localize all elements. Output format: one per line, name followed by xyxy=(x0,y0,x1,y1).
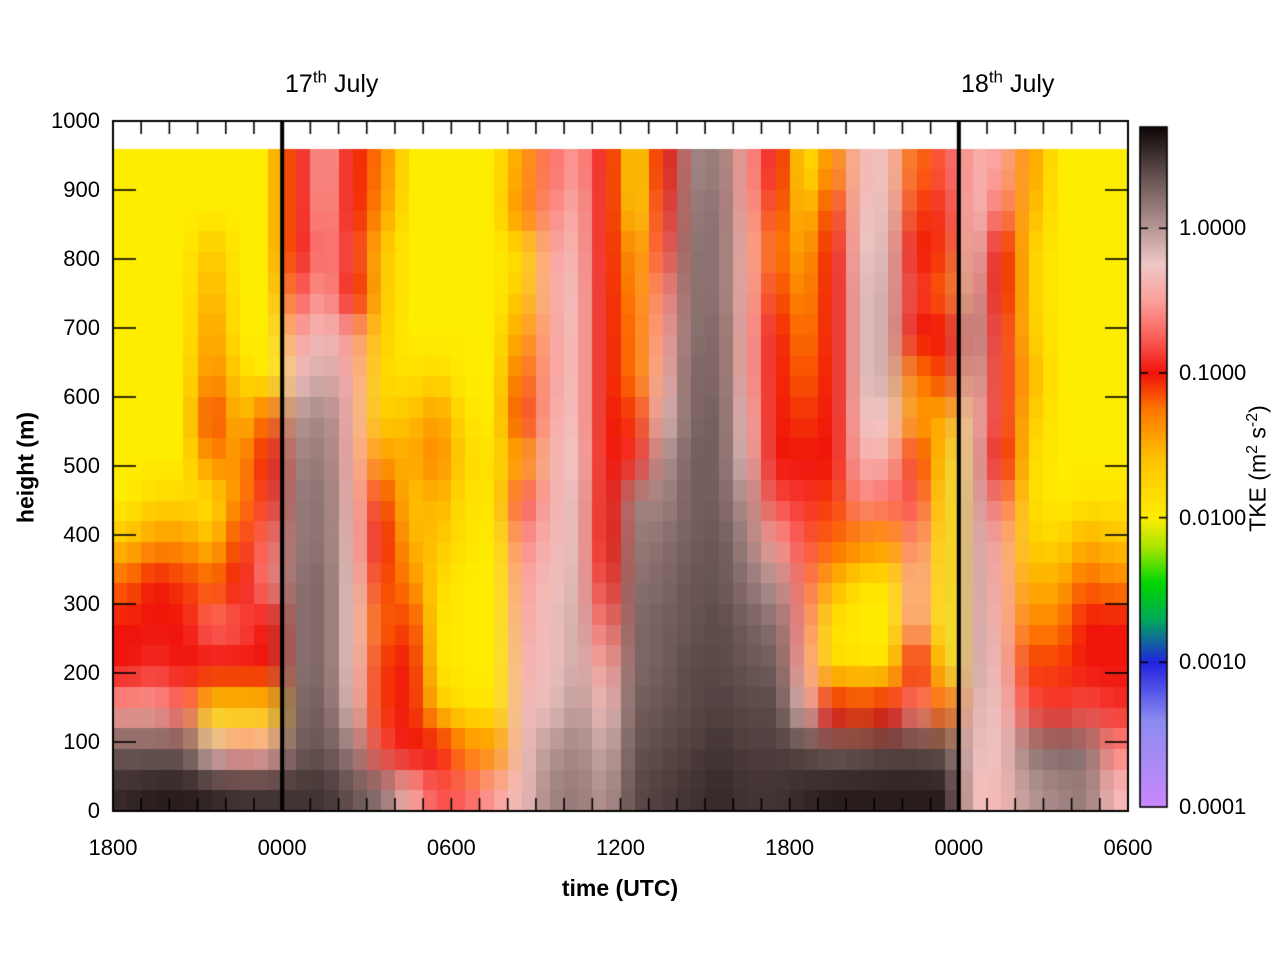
y-tick-label: 900 xyxy=(63,177,100,202)
y-tick-label: 800 xyxy=(63,246,100,271)
colorbar-tick-label: 1.0000 xyxy=(1179,215,1247,241)
colorbar-tick-label: 0.1000 xyxy=(1179,359,1247,385)
y-tick-label: 100 xyxy=(63,729,100,754)
y-tick-label: 500 xyxy=(63,453,100,478)
date-label-18-july: 18th July xyxy=(961,67,1055,98)
x-tick-label: 0000 xyxy=(257,835,307,860)
date-label-17-july: 17th July xyxy=(285,67,379,98)
y-tick-label: 200 xyxy=(63,660,100,685)
colorbar-tick-label: 0.0010 xyxy=(1179,649,1247,675)
y-tick-label: 700 xyxy=(63,315,100,340)
x-axis-title: time (UTC) xyxy=(561,875,679,901)
y-tick-label: 600 xyxy=(63,384,100,409)
y-tick-label: 1000 xyxy=(51,108,100,133)
y-tick-label: 0 xyxy=(87,798,100,823)
x-tick-label: 0600 xyxy=(426,835,476,860)
x-tick-label: 0000 xyxy=(934,835,984,860)
y-tick-label: 400 xyxy=(63,522,100,547)
y-tick-label: 300 xyxy=(63,591,100,616)
colorbar-title: TKE (m2 s-2) xyxy=(1243,405,1271,532)
x-tick-label: 0600 xyxy=(1103,835,1153,860)
x-tick-label: 1200 xyxy=(596,835,645,860)
x-tick-label: 1800 xyxy=(765,835,815,860)
x-tick-label: 1800 xyxy=(88,835,138,860)
colorbar-tick-label: 0.0001 xyxy=(1179,794,1247,819)
colorbar-tick-label: 0.0100 xyxy=(1179,504,1247,530)
